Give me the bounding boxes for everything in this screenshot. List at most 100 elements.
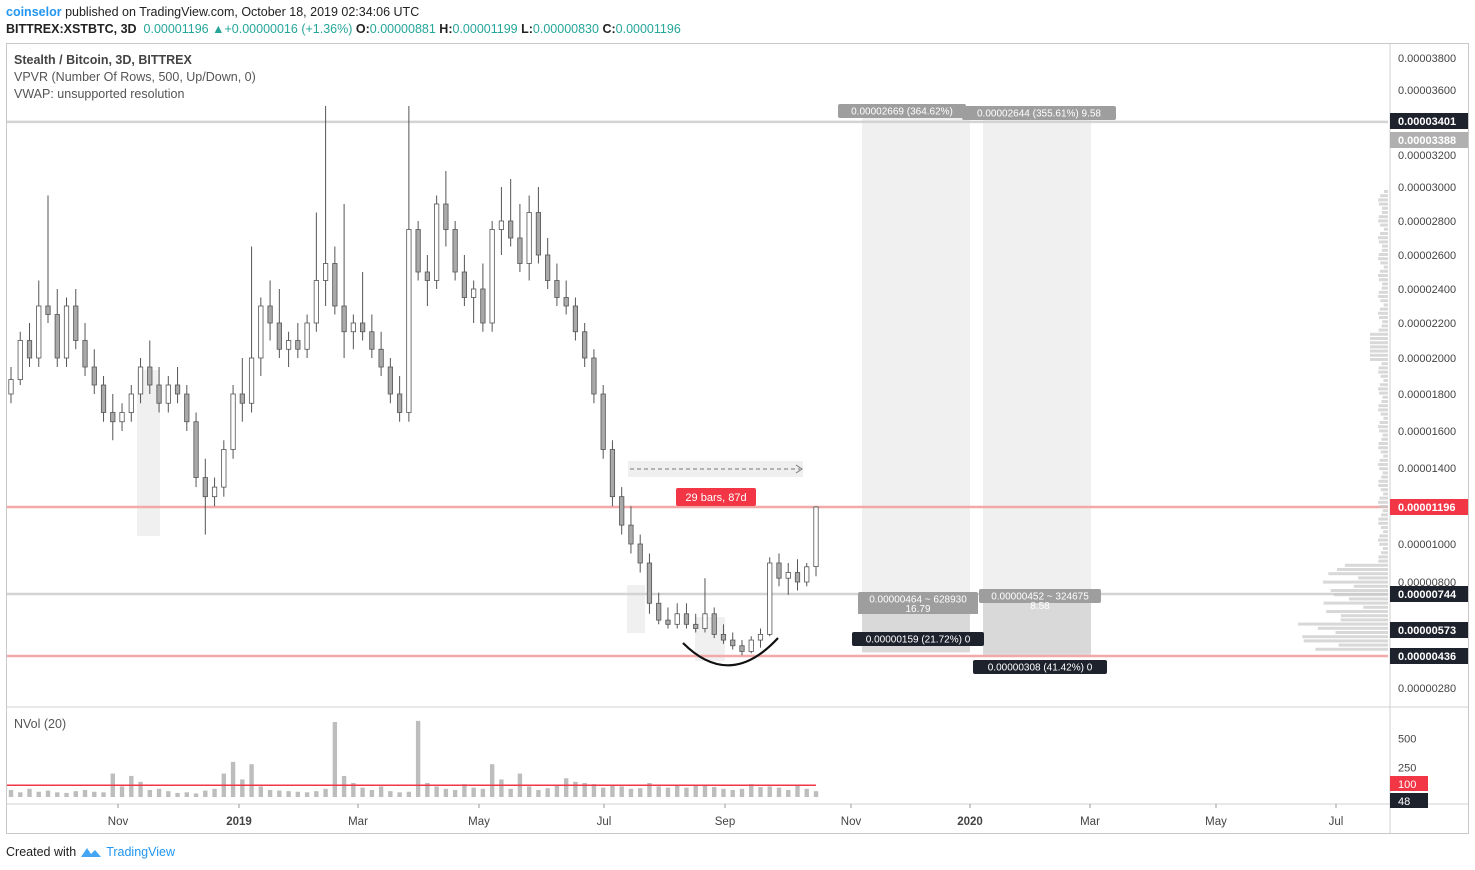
candle-body	[193, 421, 199, 478]
publisher-link[interactable]: coinselor	[6, 5, 62, 19]
time-tick-label: Nov	[108, 816, 129, 828]
candle-body	[230, 393, 236, 450]
candle-body	[813, 506, 819, 568]
projection-bottom-label-bg	[852, 632, 984, 646]
volume-bar	[573, 781, 578, 797]
volume-bar	[92, 791, 97, 797]
vpvr-bar	[1379, 505, 1388, 508]
vpvr-bar	[1378, 425, 1388, 429]
projection-top-label: 0.00002644 (355.61%) 9.58	[977, 109, 1101, 120]
vpvr-bar	[1340, 618, 1388, 622]
vpvr-bar	[1383, 454, 1388, 458]
vpvr-bar	[1378, 559, 1388, 563]
projection-box-lower	[983, 596, 1091, 656]
volume-bar	[286, 791, 291, 797]
vpvr-bar	[1370, 353, 1388, 357]
vpvr-bar	[1380, 261, 1388, 265]
volume-bar	[526, 786, 532, 797]
time-tick-label: Mar	[1080, 816, 1100, 828]
volume-bar	[591, 784, 597, 797]
candle-body	[248, 357, 255, 404]
price-label-badge	[1390, 622, 1468, 638]
candle-body	[147, 366, 153, 386]
chart-title: Stealth / Bitcoin, 3D, BITTREX	[14, 53, 192, 67]
candle-body	[637, 543, 643, 564]
candle-body	[628, 524, 634, 545]
volume-bar	[360, 787, 365, 797]
candle-body	[656, 602, 662, 621]
vpvr-bar	[1378, 316, 1388, 319]
price-label: 0.00000573	[1398, 625, 1456, 637]
vpvr-bar	[1378, 311, 1388, 315]
price-tick-label: 0.00002600	[1398, 250, 1456, 262]
candle-body	[184, 393, 190, 423]
vpvr-bar	[1378, 295, 1388, 298]
nvol-legend[interactable]: NVol (20)	[14, 717, 67, 731]
candle-body	[693, 623, 699, 629]
volume-bar	[64, 792, 69, 797]
volume-bar	[341, 775, 347, 797]
vpvr-bar	[1382, 547, 1388, 550]
candle-body	[794, 572, 801, 583]
symbol-info: BITTREX:XSTBTC, 3D 0.00001196 ▲+0.000000…	[6, 22, 681, 36]
vpvr-bar	[1378, 500, 1388, 504]
volume-bar	[712, 787, 717, 797]
volume-bar	[267, 789, 273, 797]
vpvr-bar	[1326, 610, 1388, 613]
vpvr-bar	[1382, 244, 1388, 248]
volume-bar	[101, 792, 106, 797]
high-label: H:	[439, 22, 453, 36]
last-price: 0.00001196	[143, 22, 209, 36]
candle-body	[535, 212, 542, 256]
vpvr-bar	[1370, 341, 1388, 345]
candle-body	[397, 393, 403, 413]
vpvr-bar	[1380, 223, 1388, 227]
vpvr-bar	[1378, 219, 1388, 223]
vpvr-bar	[1383, 492, 1388, 496]
volume-bar	[462, 784, 467, 797]
cup-curve	[682, 637, 779, 667]
close-value: 0.00001196	[615, 22, 681, 36]
vpvr-bar	[1380, 232, 1388, 235]
price-tick-label: 0.00003000	[1398, 182, 1456, 194]
vpvr-bar	[1378, 463, 1388, 466]
vpvr-bar	[1370, 345, 1388, 349]
vpvr-bar	[1378, 328, 1388, 332]
candle-body	[406, 229, 412, 413]
vpvr-bar	[1378, 290, 1388, 294]
candle-body	[415, 229, 421, 273]
candle-body	[572, 305, 579, 333]
highlight-box	[695, 617, 725, 661]
vpvr-bar	[1382, 282, 1388, 286]
vpvr-bar	[1378, 484, 1388, 487]
vwap-legend[interactable]: VWAP: unsupported resolution	[14, 87, 185, 101]
volume-bar	[786, 789, 791, 797]
projection-mid-label: 0.00000464 ~ 628930	[869, 595, 967, 606]
vpvr-bar	[1340, 614, 1388, 618]
chart-panel[interactable]	[6, 43, 1469, 834]
candle-body	[582, 331, 588, 359]
candle-body	[517, 237, 523, 264]
volume-bar	[82, 789, 88, 797]
tradingview-link[interactable]: TradingView	[106, 845, 175, 859]
candle-body	[619, 496, 625, 526]
candle-body	[443, 203, 449, 230]
low-value: 0.00000830	[532, 22, 599, 36]
candle-body	[591, 357, 597, 395]
vpvr-bar	[1378, 521, 1388, 525]
volume-bar	[36, 791, 41, 797]
vpvr-bar	[1335, 631, 1388, 634]
vpvr-bar	[1315, 647, 1388, 651]
projection-mid-label-bg	[858, 592, 978, 606]
vpvr-bar	[1378, 479, 1388, 483]
volume-bar	[452, 789, 458, 797]
vpvr-bar	[1379, 542, 1388, 546]
vpvr-legend[interactable]: VPVR (Number Of Rows, 500, Up/Down, 0)	[14, 70, 256, 84]
candle-body	[665, 619, 671, 625]
close-label: C:	[602, 22, 616, 36]
created-with-text: Created with	[6, 845, 77, 859]
price-tick-label: 0.00002400	[1398, 284, 1456, 296]
volume-bar	[489, 764, 495, 797]
vpvr-bar	[1333, 593, 1388, 597]
